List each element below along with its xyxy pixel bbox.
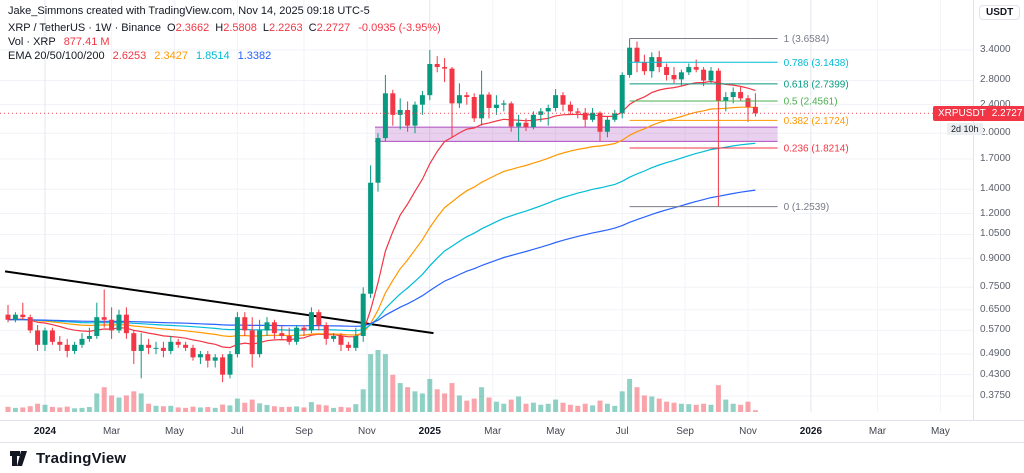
open-value: 2.3662 bbox=[175, 22, 210, 34]
brand-name[interactable]: TradingView bbox=[36, 449, 127, 467]
fib-label: 0.5 (2.4561) bbox=[784, 97, 838, 108]
fib-label: 0.786 (3.1438) bbox=[784, 58, 849, 69]
fib-label: 0 (1.2539) bbox=[784, 202, 830, 213]
time-tick-2024: 2024 bbox=[33, 426, 57, 437]
volume-label: Vol · XRP bbox=[8, 36, 56, 48]
current-price-badge: XRPUSDT 2.2727 bbox=[933, 106, 1024, 121]
time-tick-may: May bbox=[165, 426, 184, 437]
low-label: L bbox=[262, 22, 269, 34]
price-axis-currency: USDT bbox=[979, 5, 1021, 20]
price-axis-label: 0.5700 bbox=[980, 324, 1011, 336]
fib-label: 0.382 (2.1724) bbox=[784, 116, 849, 127]
price-axis-label: 0.4900 bbox=[980, 348, 1011, 360]
badge-symbol: XRPUSDT bbox=[938, 108, 986, 119]
price-axis[interactable]: USDT 3.4000 2.8000 2.4000 2.0000 1.7000 1.400… bbox=[973, 0, 1024, 420]
close-label: C bbox=[308, 22, 317, 34]
fib-label: 1 (3.6584) bbox=[784, 34, 830, 45]
ema-value-0: 2.6253 bbox=[112, 50, 147, 62]
candlesticks bbox=[5, 38, 758, 383]
price-chart-canvas[interactable]: 1 (3.6584) 0.786 (3.1438) 0.618 (2.7399) 0.… bbox=[0, 0, 973, 420]
time-tick-mar: Mar bbox=[868, 426, 887, 437]
price-axis-label: 1.7000 bbox=[980, 152, 1011, 164]
time-tick-nov: Nov bbox=[739, 426, 757, 437]
price-axis-label: 0.7500 bbox=[980, 281, 1011, 293]
legend-ema-row[interactable]: EMA 20/50/100/200 2.6253 2.3427 1.8514 1.338… bbox=[8, 49, 441, 63]
legend-volume-row[interactable]: Vol · XRP 877.41 M bbox=[8, 35, 441, 49]
ema-50-line bbox=[7, 106, 756, 338]
ema-lines bbox=[7, 80, 756, 349]
time-tick-mar: Mar bbox=[484, 426, 502, 437]
gridlines bbox=[0, 0, 973, 412]
attribution-text: Jake_Simmons created with TradingView.co… bbox=[8, 5, 370, 17]
price-axis-label: 1.0500 bbox=[980, 228, 1011, 240]
bar-close-countdown: 2d 10h bbox=[947, 123, 983, 135]
price-axis-label: 1.2000 bbox=[980, 207, 1011, 219]
ema-value-1: 2.3427 bbox=[154, 50, 188, 62]
time-tick-2025: 2025 bbox=[418, 426, 441, 437]
price-axis-label: 2.0000 bbox=[980, 127, 1011, 139]
fib-retracement: 1 (3.6584) 0.786 (3.1438) 0.618 (2.7399) 0.… bbox=[629, 34, 849, 213]
price-axis-label: 0.4300 bbox=[980, 368, 1011, 380]
footer-bar: TradingView bbox=[0, 442, 1024, 473]
fib-label: 0.236 (1.8214) bbox=[784, 143, 849, 154]
price-axis-label: 0.3750 bbox=[980, 390, 1011, 402]
time-tick-sep: Sep bbox=[295, 426, 313, 437]
badge-price: 2.2727 bbox=[991, 108, 1023, 119]
low-value: 2.2263 bbox=[269, 22, 303, 34]
ema-100-line bbox=[7, 142, 756, 332]
price-axis-label: 2.8000 bbox=[980, 74, 1011, 86]
price-axis-label: 0.6500 bbox=[980, 303, 1011, 315]
time-tick-jul: Jul bbox=[230, 426, 244, 437]
volume-value: 877.41 M bbox=[63, 36, 110, 48]
change-value: -0.0935 (-3.95%) bbox=[358, 22, 441, 34]
high-value: 2.5808 bbox=[223, 22, 257, 34]
support-zone bbox=[375, 126, 778, 142]
time-tick-nov: Nov bbox=[357, 426, 376, 437]
ema-200-line bbox=[8, 189, 756, 327]
time-axis[interactable]: 2024 Mar May Jul Sep Nov 2025 Mar May Jul Sep Nov 20… bbox=[0, 420, 1024, 443]
ema-20-line bbox=[7, 80, 756, 349]
close-value: 2.2727 bbox=[316, 22, 351, 34]
ema-value-3: 1.3382 bbox=[237, 50, 272, 62]
ema-value-2: 1.8514 bbox=[195, 50, 230, 62]
time-tick-mar: Mar bbox=[102, 426, 121, 437]
price-axis-label: 0.9000 bbox=[980, 252, 1011, 264]
fib-label: 0.618 (2.7399) bbox=[784, 79, 849, 90]
high-label: H bbox=[215, 22, 224, 34]
time-tick-2026: 2026 bbox=[799, 426, 823, 437]
volume-bars bbox=[5, 350, 758, 412]
ema-label: EMA 20/50/100/200 bbox=[8, 50, 105, 62]
time-tick-may: May bbox=[546, 426, 566, 437]
time-tick-jul: Jul bbox=[615, 426, 629, 437]
open-label: O bbox=[167, 22, 176, 34]
time-tick-may: May bbox=[930, 426, 950, 437]
price-axis-label: 3.4000 bbox=[980, 44, 1011, 55]
legend-symbol-row[interactable]: XRP / TetherUS · 1W · Binance O2.3662 H2.5… bbox=[8, 21, 441, 35]
price-axis-label: 1.4000 bbox=[980, 183, 1011, 195]
tradingview-logo-icon[interactable] bbox=[10, 450, 29, 467]
price-axis-label: 2.4000 bbox=[980, 98, 1011, 110]
symbol-title: XRP / TetherUS · 1W · Binance bbox=[8, 22, 162, 34]
chart-legend: XRP / TetherUS · 1W · Binance O2.3662 H2.5… bbox=[8, 21, 441, 63]
time-tick-sep: Sep bbox=[676, 426, 694, 437]
